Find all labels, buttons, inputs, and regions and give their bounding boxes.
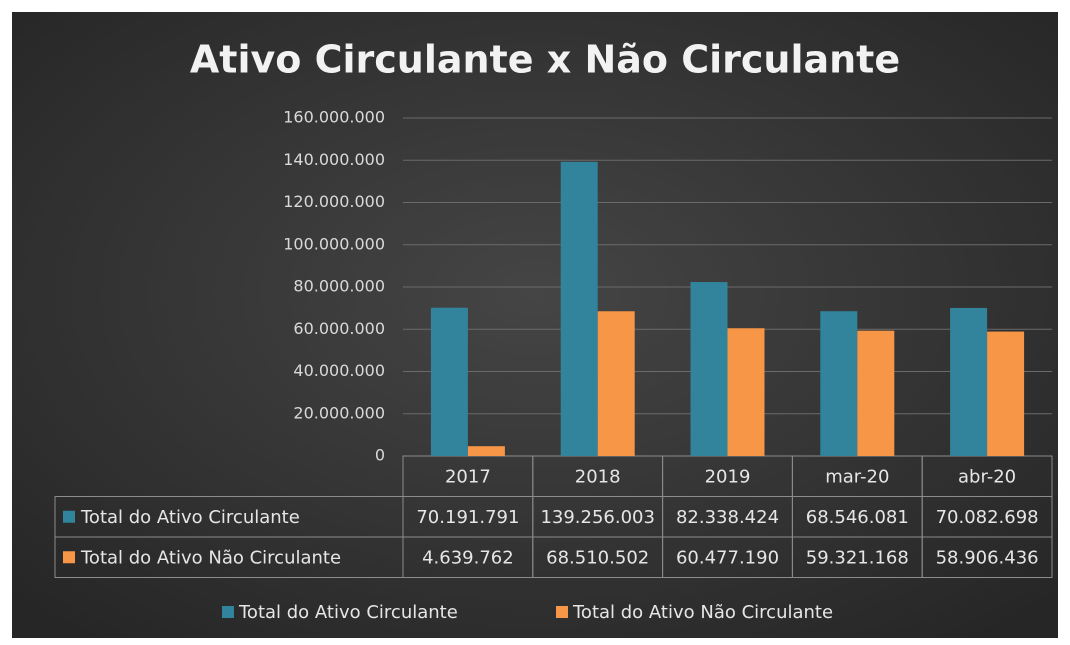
table-series-name: Total do Ativo Circulante bbox=[80, 507, 300, 528]
table-value: 139.256.003 bbox=[540, 507, 655, 528]
y-tick-label: 140.000.000 bbox=[283, 150, 385, 169]
legend-label: Total do Ativo Não Circulante bbox=[572, 602, 833, 623]
table-value: 68.510.502 bbox=[546, 547, 649, 568]
table-value: 60.477.190 bbox=[676, 547, 779, 568]
y-tick-label: 80.000.000 bbox=[293, 277, 385, 296]
y-tick-label: 160.000.000 bbox=[283, 108, 385, 127]
chart-title: Ativo Circulante x Não Circulante bbox=[190, 38, 900, 82]
table-value: 68.546.081 bbox=[806, 507, 909, 528]
table-value: 82.338.424 bbox=[676, 507, 779, 528]
bar bbox=[820, 311, 858, 456]
y-tick-label: 120.000.000 bbox=[283, 192, 385, 211]
x-tick-label: 2019 bbox=[705, 466, 751, 487]
table-row bbox=[54, 536, 1053, 578]
bar bbox=[430, 307, 468, 456]
bar bbox=[727, 328, 765, 456]
y-tick-label: 100.000.000 bbox=[283, 234, 385, 253]
y-tick-label: 40.000.000 bbox=[293, 361, 385, 380]
bar bbox=[467, 446, 505, 456]
chart-background bbox=[12, 12, 1058, 638]
bar bbox=[690, 282, 728, 456]
table-series-name: Total do Ativo Não Circulante bbox=[80, 547, 341, 568]
y-tick-label: 60.000.000 bbox=[293, 319, 385, 338]
bar bbox=[950, 307, 988, 456]
table-value: 70.191.791 bbox=[416, 507, 519, 528]
y-tick-label: 20.000.000 bbox=[293, 403, 385, 422]
table-legend-key bbox=[63, 510, 75, 523]
y-tick-label: 0 bbox=[375, 446, 385, 465]
legend-key bbox=[556, 606, 568, 618]
bar bbox=[857, 330, 895, 456]
bar bbox=[597, 311, 635, 456]
x-tick-label: abr-20 bbox=[958, 466, 1016, 487]
x-tick-label: mar-20 bbox=[825, 466, 889, 487]
legend-label: Total do Ativo Circulante bbox=[238, 602, 458, 623]
x-tick-label: 2017 bbox=[445, 466, 491, 487]
table-value: 59.321.168 bbox=[806, 547, 909, 568]
legend-key bbox=[222, 606, 234, 618]
bar bbox=[560, 161, 598, 456]
x-tick-label: 2018 bbox=[575, 466, 621, 487]
table-value: 58.906.436 bbox=[936, 547, 1039, 568]
table-legend-key bbox=[63, 551, 75, 564]
table-value: 4.639.762 bbox=[422, 547, 514, 568]
table-value: 70.082.698 bbox=[936, 507, 1039, 528]
bar bbox=[987, 331, 1025, 456]
